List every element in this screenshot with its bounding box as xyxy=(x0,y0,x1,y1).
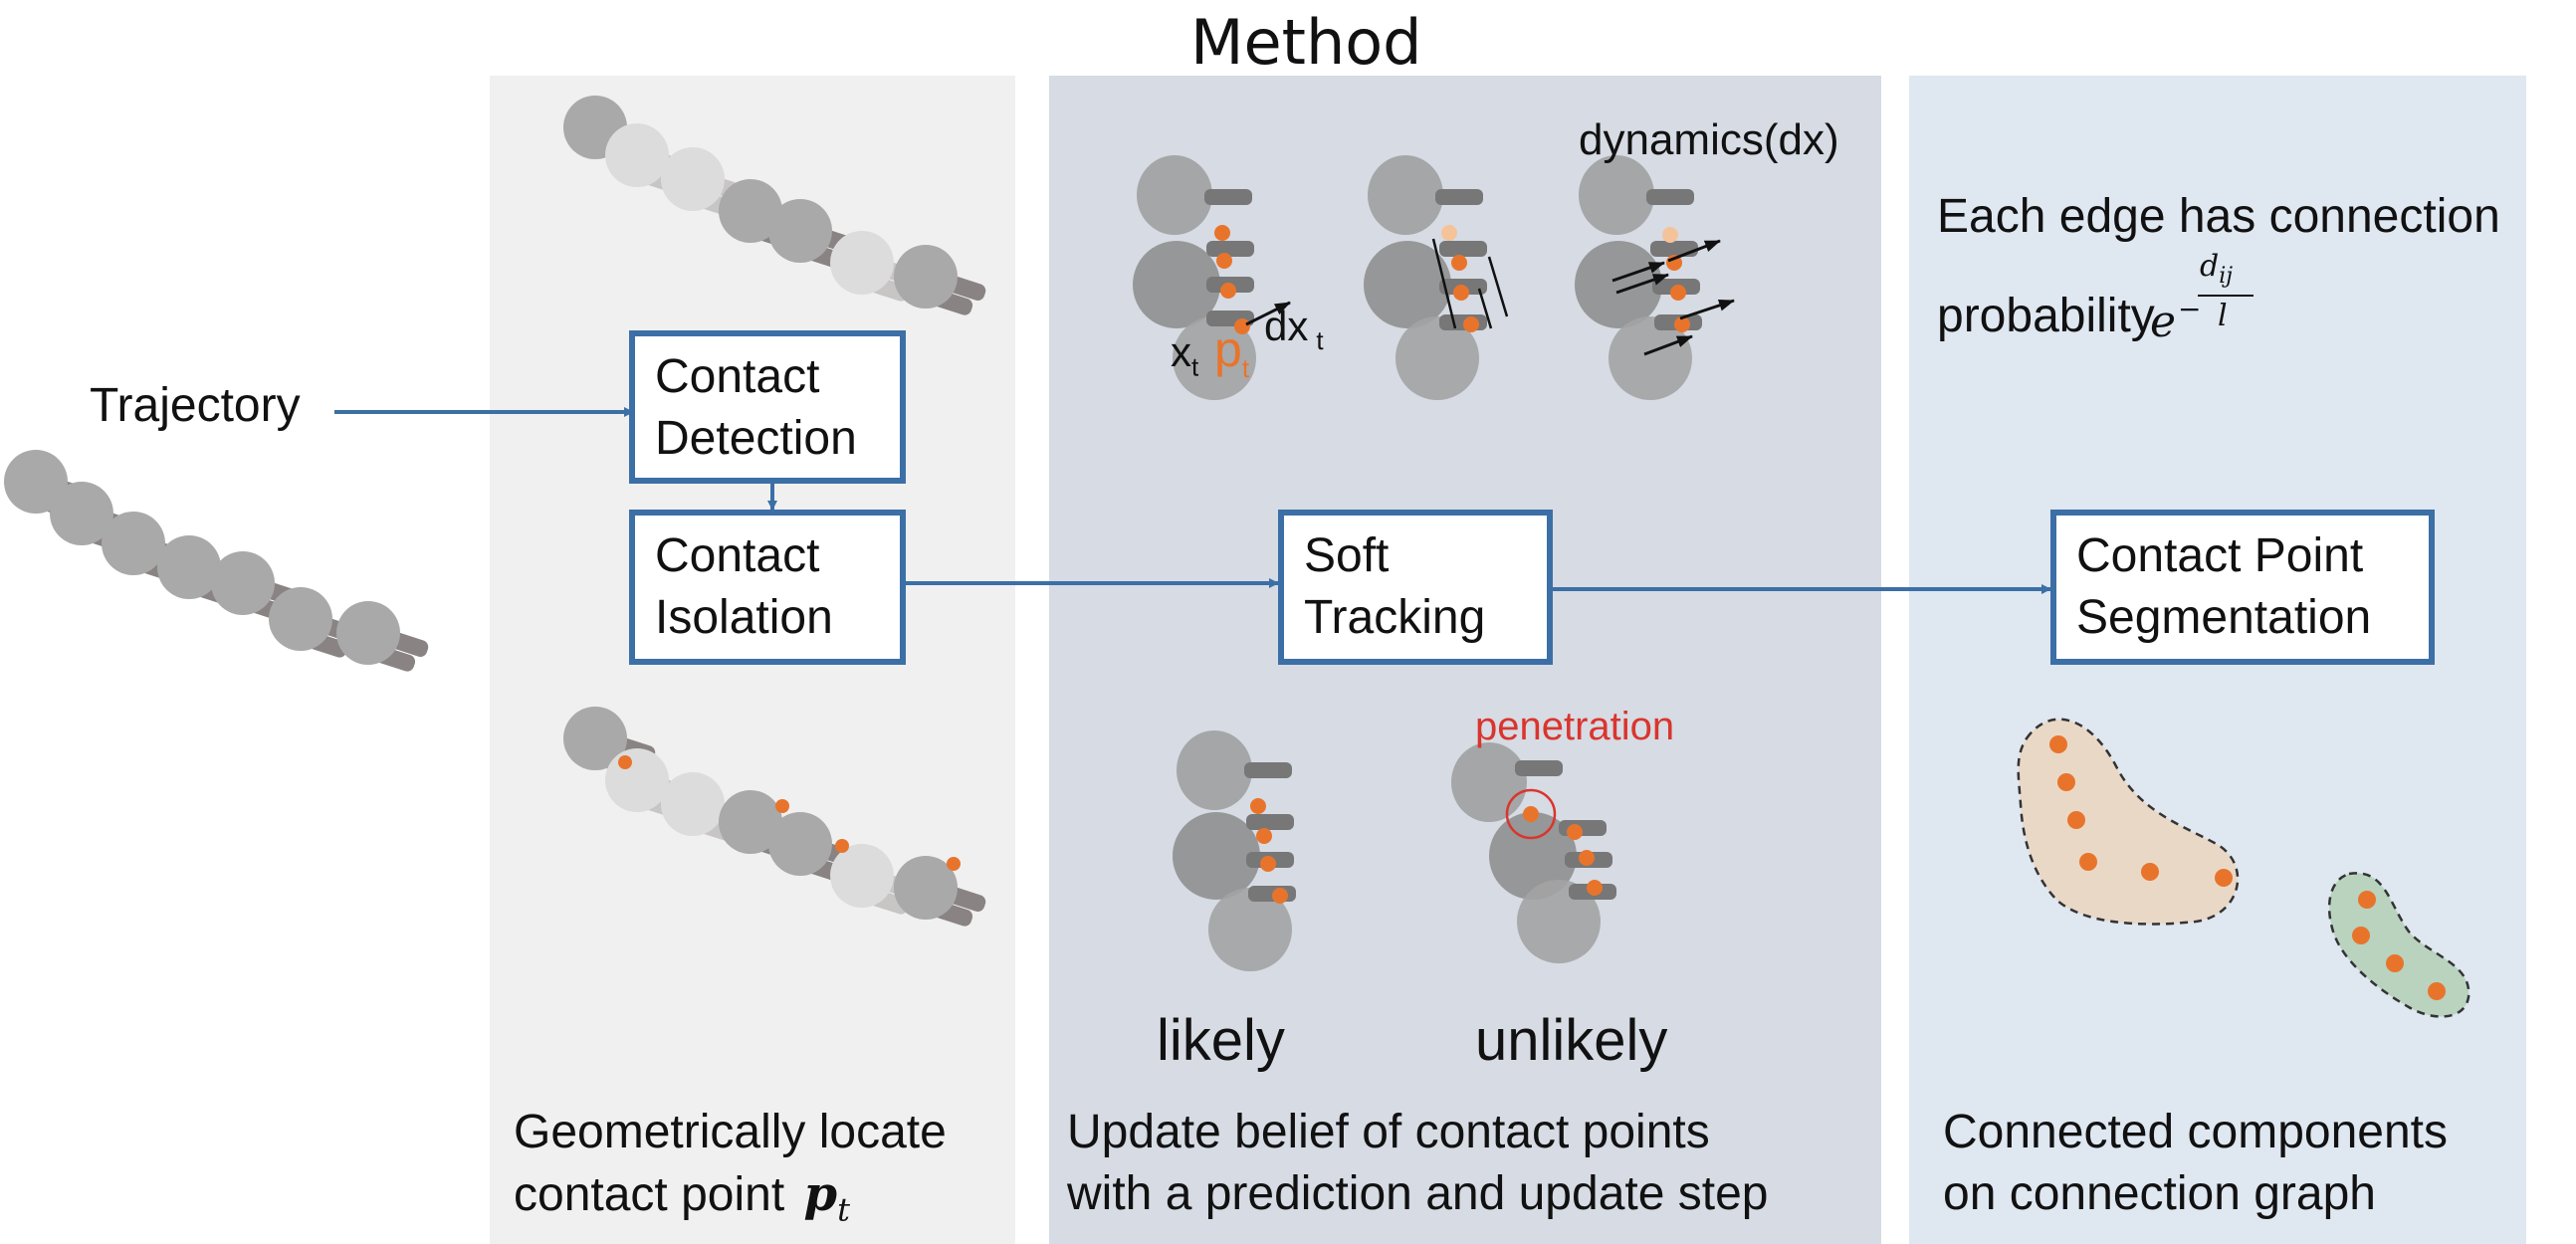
p-t-label: pt xyxy=(1214,320,1249,384)
edge-text-line2: probability xyxy=(1937,289,2155,343)
trajectory-label: Trajectory xyxy=(90,379,301,432)
contact-isolation-line1: Contact xyxy=(655,529,820,582)
segmentation-line1: Contact Point xyxy=(2076,529,2364,582)
contact-point-symbol: p xyxy=(803,1166,838,1222)
soft-tracking-line2: Tracking xyxy=(1304,591,1486,644)
formula-denominator: l xyxy=(2218,299,2228,333)
segmentation-clusters xyxy=(2017,718,2470,1018)
tracking-caption-line2: with a prediction and update step xyxy=(1067,1167,1769,1220)
detection-caption-line2: contact point pt xyxy=(514,1166,850,1229)
tracking-unlikely-stack xyxy=(1451,742,1616,963)
detection-chain-top xyxy=(563,96,988,317)
dx-sub: t xyxy=(1316,325,1324,356)
edge-probability-label: probability xyxy=(1937,290,2155,342)
diagram-title: Method xyxy=(1190,6,1422,79)
tracking-stack-3 xyxy=(1575,155,1735,400)
tracking-stack-1 xyxy=(1133,155,1291,400)
dx-label: dx xyxy=(1264,303,1309,349)
x-sub: t xyxy=(1191,351,1199,382)
p-sub: t xyxy=(1241,353,1250,383)
contact-point-subscript: t xyxy=(837,1190,850,1229)
contact-isolation-line2: Isolation xyxy=(655,591,833,644)
likely-label: likely xyxy=(1157,1008,1285,1073)
contact-detection-box: Contact Detection xyxy=(629,330,906,484)
detection-caption-text: contact point xyxy=(514,1168,785,1221)
formula-numerator: dij xyxy=(2200,249,2234,289)
p-label: p xyxy=(1214,321,1242,377)
x-label: x xyxy=(1171,328,1191,375)
unlikely-label: unlikely xyxy=(1475,1008,1668,1073)
soft-tracking-box: Soft Tracking xyxy=(1278,510,1553,665)
dx-t-label: dx t xyxy=(1264,303,1324,356)
penetration-label: penetration xyxy=(1475,705,1675,748)
x-t-label: xt xyxy=(1171,328,1198,382)
trajectory-chain xyxy=(4,450,431,674)
tracking-caption-line1: Update belief of contact points xyxy=(1067,1106,1710,1158)
segmentation-caption-line1: Connected components xyxy=(1943,1106,2448,1158)
segmentation-line2: Segmentation xyxy=(2076,591,2372,644)
soft-tracking-line1: Soft xyxy=(1304,529,1390,582)
contact-isolation-box: Contact Isolation xyxy=(629,510,906,665)
contact-detection-line2: Detection xyxy=(655,412,857,465)
formula-base: e xyxy=(2150,297,2177,347)
contact-point-segmentation-box: Contact Point Segmentation xyxy=(2050,510,2435,665)
tracking-likely-stack xyxy=(1173,730,1296,971)
contact-detection-line1: Contact xyxy=(655,350,820,403)
detection-chain-bottom xyxy=(563,707,988,929)
detection-caption-line1: Geometrically locate xyxy=(514,1106,947,1158)
edge-text-line1: Each edge has connection xyxy=(1937,190,2500,243)
dynamics-label: dynamics(dx) xyxy=(1579,115,1839,164)
segmentation-caption-line2: on connection graph xyxy=(1943,1167,2376,1220)
tracking-stack-2 xyxy=(1364,155,1509,400)
